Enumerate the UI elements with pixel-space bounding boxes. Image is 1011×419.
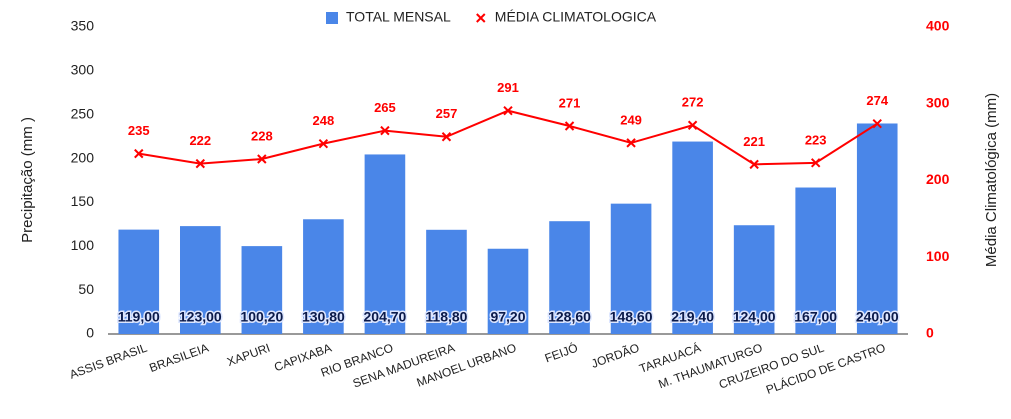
bar [795, 187, 836, 334]
line-value-label: 235 [128, 123, 150, 138]
legend-label: MÉDIA CLIMATOLOGICA [495, 9, 657, 25]
bar [303, 219, 344, 334]
bar [487, 248, 529, 334]
bar-value-label: 119,00 [118, 309, 160, 325]
line-marker [134, 148, 144, 159]
line-value-label: 228 [251, 128, 273, 143]
bar-value-label: 123,00 [179, 309, 222, 325]
line-value-label: 271 [559, 95, 581, 110]
x-tick-label: BRASILEIA [147, 341, 210, 375]
line-marker [810, 158, 821, 168]
bar [672, 141, 713, 334]
y-axis-title: Precipitação (mm ) [19, 117, 36, 243]
line-marker [626, 138, 636, 148]
y-tick-label: 300 [71, 62, 95, 78]
x-tick-label: M. THAUMATURGO [657, 341, 765, 392]
y-tick-label: 200 [71, 149, 95, 165]
bar-value-label: 219,40 [671, 309, 714, 325]
bar-value-label: 128,60 [548, 309, 591, 325]
line-marker [441, 132, 452, 142]
bar-value-label: 167,00 [794, 309, 837, 325]
bar-value-label: 118,80 [425, 309, 467, 325]
bar-value-label: 204,70 [364, 309, 407, 325]
x-tick-label: FEIJÓ [543, 340, 580, 366]
line-value-label: 274 [866, 93, 888, 108]
bar [610, 203, 652, 334]
line-value-label: 272 [682, 95, 704, 110]
line-value-label: 222 [189, 133, 211, 148]
bar-value-label: 130,80 [302, 309, 345, 325]
line-marker [687, 120, 698, 130]
line-value-label: 249 [620, 112, 642, 127]
bar [426, 229, 467, 334]
line-marker [749, 159, 759, 170]
bar [180, 226, 221, 334]
line-marker [564, 121, 575, 131]
bar [364, 154, 406, 334]
bar-value-label: 97,20 [490, 309, 525, 325]
x-tick-label: JORDÃO [589, 341, 641, 371]
line-value-label: 223 [805, 132, 827, 147]
line-value-label: 257 [436, 106, 458, 121]
line [138, 109, 878, 166]
bar [118, 229, 160, 334]
y2-tick-label: 100 [926, 248, 950, 264]
x-tick-label: XAPURI [225, 341, 272, 369]
bar-value-label: 100,20 [240, 309, 283, 325]
line-value-label: 265 [374, 100, 396, 115]
y2-tick-label: 400 [926, 18, 950, 34]
bar-value-label: 148,60 [610, 309, 653, 325]
line-marker [318, 138, 329, 149]
y-tick-label: 350 [71, 18, 95, 34]
y2-tick-label: 200 [926, 171, 950, 187]
line-value-label: 248 [313, 113, 335, 128]
line-marker [380, 125, 390, 136]
y2-tick-label: 300 [926, 94, 950, 110]
y-tick-label: 100 [71, 237, 95, 253]
y-tick-label: 250 [71, 105, 95, 121]
x-tick-label: ASSIS BRASIL [68, 341, 150, 382]
bar [241, 246, 283, 334]
legend-swatch [326, 12, 338, 24]
y-tick-label: 0 [86, 325, 94, 341]
line-marker [503, 105, 513, 116]
bar-value-label: 124,00 [733, 309, 776, 325]
y-tick-label: 50 [78, 281, 94, 297]
line-marker [872, 118, 882, 129]
bar-value-label: 240,00 [856, 309, 899, 325]
y2-axis-title: Média Climatológica (mm) [983, 93, 1000, 267]
x-tick-label: SENA MADUREIRA [351, 341, 457, 391]
line-marker [257, 154, 267, 164]
line-marker [195, 158, 206, 169]
line-value-label: 221 [743, 134, 765, 149]
bar [856, 123, 898, 334]
bar [549, 221, 590, 334]
y2-tick-label: 0 [926, 325, 934, 341]
legend-swatch [476, 13, 486, 23]
bar [733, 225, 775, 334]
line-value-label: 291 [497, 80, 519, 95]
y-tick-label: 150 [71, 193, 95, 209]
legend-label: TOTAL MENSAL [346, 9, 451, 25]
